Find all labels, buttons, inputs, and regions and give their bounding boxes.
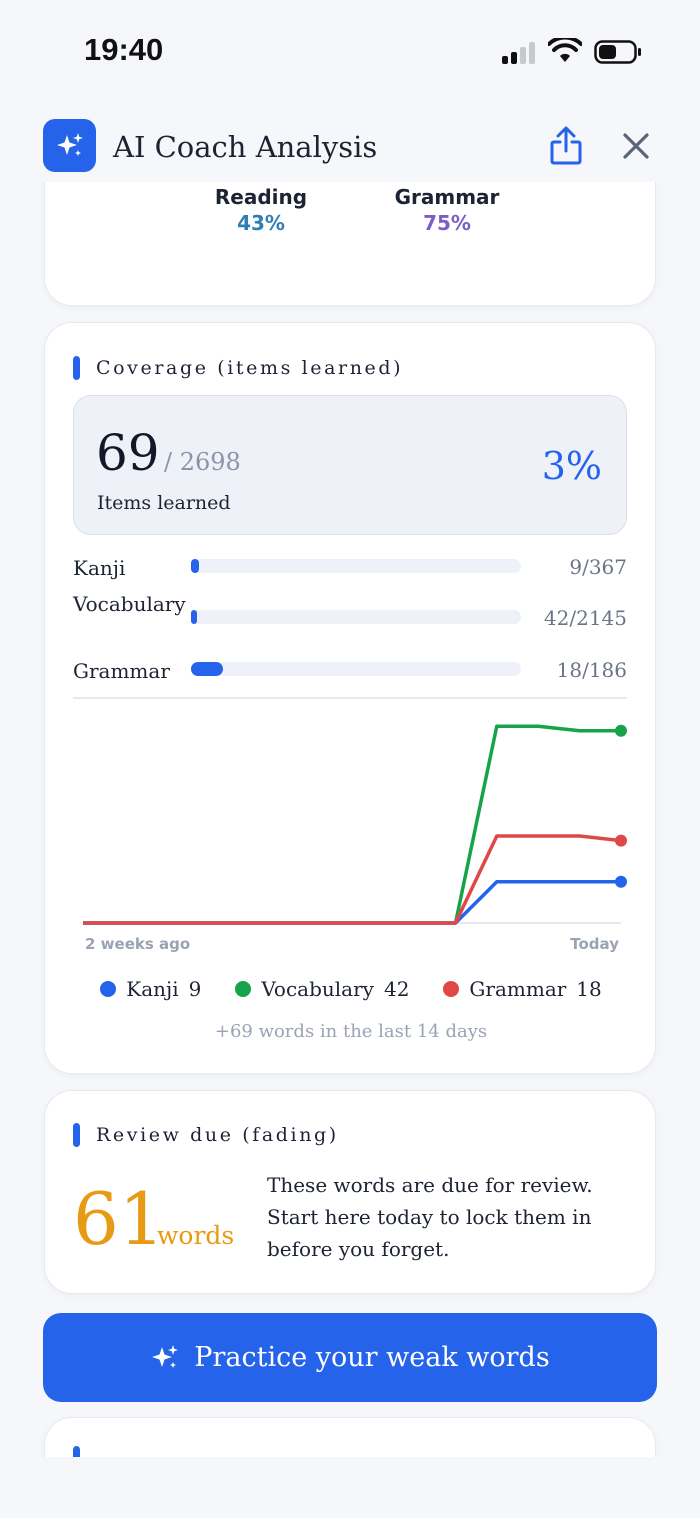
legend-item-grammar: Grammar 18 [443, 977, 602, 1001]
skill-label: Grammar [394, 185, 500, 209]
app-header: AI Coach Analysis [0, 100, 700, 182]
review-heading: Review due (fading) [73, 1123, 339, 1147]
row-value-grammar: 18/186 [556, 658, 627, 682]
legend-item-vocabulary: Vocabulary 42 [235, 977, 409, 1001]
progress-fill-vocabulary [191, 610, 198, 624]
legend-dot [443, 981, 460, 997]
review-unit: words [157, 1221, 235, 1250]
coverage-footnote: +69 words in the last 14 days [214, 1021, 488, 1042]
legend-count: 9 [188, 977, 202, 1001]
skill-reading: Reading 43% [199, 185, 323, 235]
row-label-grammar: Grammar [73, 659, 170, 683]
section-title: Coverage (items learned) [96, 357, 404, 379]
status-time: 19:40 [84, 32, 164, 67]
coverage-card: Coverage (items learned) 69 / 2698 Items… [44, 322, 656, 1074]
legend-dot [100, 981, 117, 997]
items-total: / 2698 [164, 448, 241, 476]
skill-grammar: Grammar 75% [383, 185, 511, 235]
row-label-vocabulary: Vocabulary [73, 592, 186, 616]
legend-label: Vocabulary [261, 977, 374, 1001]
close-icon[interactable] [620, 130, 652, 162]
row-value-vocabulary: 42/2145 [543, 606, 627, 630]
legend-item-kanji: Kanji 9 [100, 977, 201, 1001]
x-axis-end-label: Today [570, 935, 619, 953]
wifi-icon [548, 38, 582, 62]
row-label-kanji: Kanji [73, 556, 126, 580]
progress-track-grammar [191, 662, 521, 676]
progress-fill-kanji [191, 559, 200, 573]
practice-weak-words-button[interactable]: Practice your weak words [43, 1313, 657, 1402]
section-marker [73, 1123, 80, 1147]
review-description: These words are due for review. Start he… [267, 1173, 593, 1261]
coverage-heading: Coverage (items learned) [73, 356, 403, 380]
section-title: Review due (fading) [96, 1124, 339, 1146]
progress-track-kanji [191, 559, 521, 573]
status-bar: 19:40 [0, 0, 700, 100]
series-line-kanji [83, 880, 621, 925]
skill-value: 75% [423, 211, 471, 235]
divider [73, 697, 627, 699]
row-value-kanji: 9/367 [569, 555, 627, 579]
sparkle-icon [152, 1344, 179, 1368]
items-learned-label: Items learned [97, 492, 231, 514]
review-card: Review due (fading) 61 words These words… [44, 1090, 656, 1294]
section-marker [73, 356, 80, 380]
legend-label: Kanji [126, 977, 179, 1001]
app-logo [43, 119, 96, 172]
review-count: 61 [73, 1177, 165, 1261]
series-endpoint-kanji [615, 875, 627, 888]
series-endpoint-grammar [615, 834, 627, 847]
coverage-line-chart [83, 724, 627, 925]
coverage-percent: 3% [541, 444, 602, 488]
x-axis-start-label: 2 weeks ago [85, 935, 191, 953]
legend-count: 18 [576, 977, 602, 1001]
skill-label: Reading [214, 185, 308, 209]
signal-icon [502, 42, 538, 64]
items-learned-count: 69 [96, 424, 160, 482]
series-line-vocabulary [83, 724, 621, 925]
coverage-summary: 69 / 2698 Items learned 3% [73, 395, 627, 535]
bottom-safe-area [0, 1457, 700, 1518]
progress-fill-grammar [191, 662, 223, 676]
legend-label: Grammar [469, 977, 567, 1001]
battery-icon [594, 40, 641, 64]
legend-count: 42 [383, 977, 410, 1001]
progress-track-vocabulary [191, 610, 521, 624]
sparkle-icon [56, 132, 83, 156]
series-line-grammar [83, 834, 622, 925]
cta-label: Practice your weak words [194, 1342, 550, 1373]
chart-legend: Kanji 9 Vocabulary 42 Grammar 18 [45, 977, 657, 1001]
page-title: AI Coach Analysis [113, 130, 378, 164]
skill-value: 43% [237, 211, 285, 235]
series-endpoint-vocabulary [615, 724, 627, 737]
legend-dot [235, 981, 252, 997]
share-icon[interactable] [548, 126, 584, 166]
